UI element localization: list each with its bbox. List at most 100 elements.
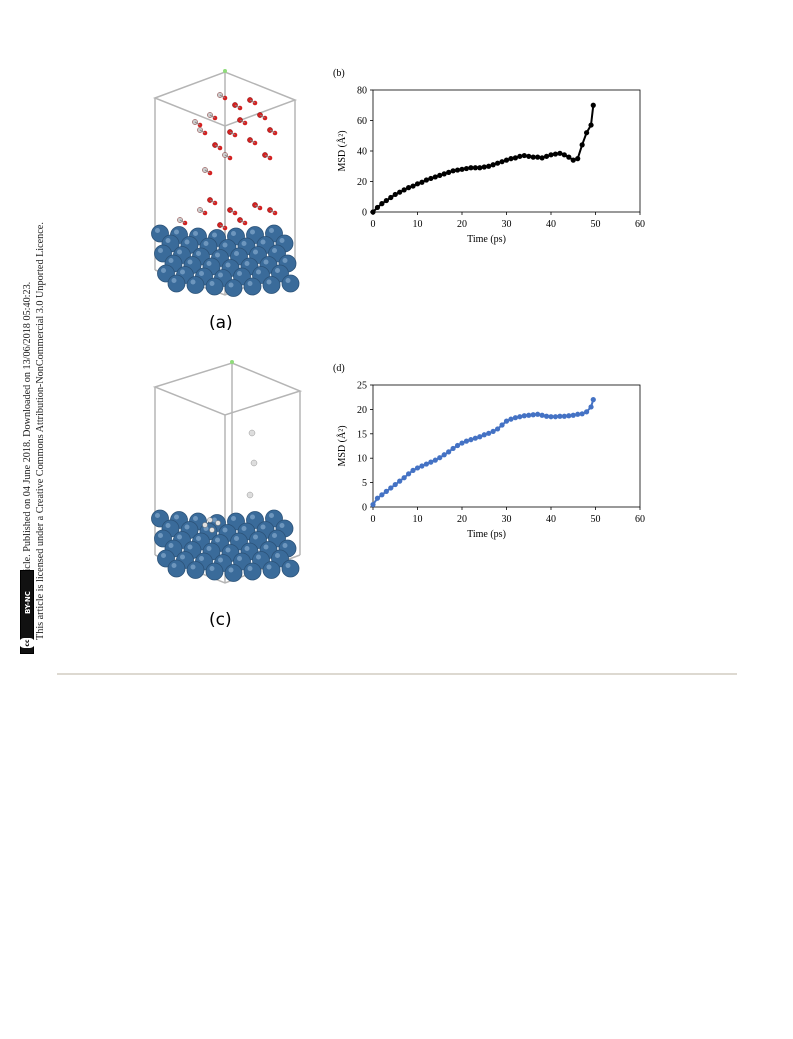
data-point [437, 172, 443, 178]
data-point [490, 162, 496, 168]
slab-atom-highlight [256, 269, 261, 275]
data-point [579, 142, 585, 148]
data-point [530, 154, 536, 160]
slab-atom-highlight [282, 258, 288, 263]
data-point [590, 397, 596, 403]
slab-atom-highlight [161, 268, 166, 273]
cc-badge-label: BY-NC [24, 591, 32, 615]
y-tick-label: 80 [357, 86, 367, 97]
molecule-bond [254, 204, 261, 209]
slab-atom-highlight [190, 564, 196, 570]
data-point [561, 413, 567, 419]
adsorbate-atom [202, 522, 208, 528]
panel-caption-c: (c) [209, 610, 232, 630]
slab-atom [243, 277, 262, 296]
slab-atom [167, 559, 186, 578]
data-point [468, 165, 474, 171]
data-point [508, 416, 514, 422]
slab-atom-highlight [266, 279, 272, 285]
slab-atom-highlight [155, 228, 160, 233]
slab-atom-highlight [168, 543, 174, 548]
molecule-bond [219, 94, 226, 99]
slab-atom-highlight [222, 527, 228, 533]
data-point [517, 153, 523, 159]
data-point [543, 153, 550, 159]
slab-atom-highlight [215, 537, 220, 543]
data-point [383, 488, 389, 494]
data-point [503, 418, 510, 424]
slab-atom-highlight [187, 544, 193, 550]
license-line-2[interactable]: This article is licensed under a Creativ… [35, 222, 46, 640]
molecule-bond [229, 209, 236, 214]
slab-atom-highlight [212, 517, 217, 523]
data-point [472, 435, 478, 441]
data-point [419, 179, 425, 185]
slab-atom-highlight [158, 533, 163, 538]
y-tick-label: 0 [362, 503, 367, 514]
slab-atom-highlight [244, 261, 250, 266]
slab-atom-highlight [237, 556, 242, 561]
slab-atom-highlight [225, 547, 231, 553]
y-tick-label: 20 [357, 177, 367, 188]
molecule-bond [179, 219, 186, 224]
data-point [490, 428, 496, 434]
data-point [481, 164, 487, 170]
molecule-bond [239, 119, 246, 124]
slab-atom [205, 562, 224, 581]
slab-atom-highlight [187, 259, 193, 265]
slab-atom-highlight [206, 261, 212, 266]
adsorbate-atom [215, 520, 221, 526]
slab-atom-highlight [231, 516, 236, 521]
slab-atom-highlight [184, 524, 190, 530]
slab-atom-highlight [209, 566, 215, 571]
data-point [526, 412, 532, 418]
slab-atom [243, 562, 262, 581]
data-point [437, 455, 443, 461]
slab-atom-highlight [193, 516, 198, 521]
msd-chart-d: (d) 0 5 10 15 20 25 0 10 20 30 40 50 60 Time (ps) MSD (… [333, 363, 645, 540]
license-sidebar: Open Access Article. Published on 04 Jun… [0, 0, 46, 700]
slab-atom-highlight [218, 557, 223, 563]
y-tick-label: 5 [362, 478, 367, 489]
hydrogen-atom [246, 491, 254, 499]
molecule-bond [224, 154, 231, 159]
slab-atom-highlight [203, 241, 209, 246]
data-point [446, 169, 452, 175]
slab-atom-highlight [231, 231, 236, 236]
data-point [379, 201, 385, 207]
data-point [397, 189, 403, 195]
molecule-bond [199, 129, 206, 134]
x-axis-label: Time (ps) [467, 234, 506, 245]
data-point [423, 461, 429, 467]
data-point [530, 412, 536, 418]
x-axis-label: Time (ps) [467, 529, 506, 540]
slab-atom [281, 559, 300, 578]
data-point [383, 197, 389, 204]
slab-atom-highlight [285, 563, 291, 568]
data-point [535, 411, 541, 417]
data-point [486, 430, 492, 436]
data-point [557, 413, 563, 419]
molecule-bond [209, 199, 216, 204]
slab-atom-highlight [228, 282, 234, 288]
slab-atom-highlight [177, 249, 182, 255]
slab-atom-highlight [263, 544, 269, 550]
data-point [590, 102, 596, 108]
data-point [374, 204, 381, 211]
data-point [428, 459, 434, 465]
cc-license-badge[interactable]: BY-NC cc [19, 570, 35, 654]
molecule-bond [204, 169, 211, 174]
molecule-bond [264, 154, 271, 159]
x-tick-label: 60 [635, 514, 645, 525]
slab-atom [281, 274, 300, 293]
data-point [406, 185, 412, 191]
data-point [579, 411, 585, 417]
molecule-bond [229, 131, 236, 136]
x-tick-label: 20 [457, 514, 467, 525]
slab-atom-highlight [158, 248, 163, 253]
x-tick-label: 30 [502, 514, 512, 525]
data-point [406, 471, 412, 477]
data-point [512, 415, 518, 421]
molecule-bond [269, 129, 276, 134]
hydrogen-atom [250, 459, 258, 467]
